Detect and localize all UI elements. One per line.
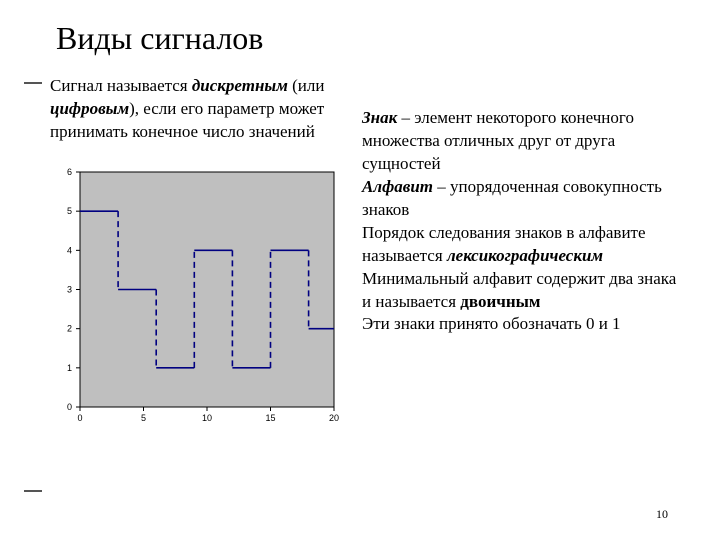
page-title: Виды сигналов xyxy=(56,20,680,57)
content-columns: Сигнал называется дискретным (или цифров… xyxy=(50,75,680,429)
svg-text:20: 20 xyxy=(329,413,339,423)
svg-text:1: 1 xyxy=(67,363,72,373)
term-digital: цифровым xyxy=(50,99,129,118)
text: – элемент некоторого конечного множества… xyxy=(362,108,634,173)
svg-text:5: 5 xyxy=(141,413,146,423)
right-column: Знак – элемент некоторого конечного множ… xyxy=(362,75,680,429)
right-paragraph: Знак – элемент некоторого конечного множ… xyxy=(362,107,680,336)
svg-text:0: 0 xyxy=(67,402,72,412)
svg-text:10: 10 xyxy=(202,413,212,423)
left-paragraph: Сигнал называется дискретным (или цифров… xyxy=(50,75,340,144)
term-alphabet: Алфавит xyxy=(362,177,433,196)
term-discrete: дискретным xyxy=(192,76,288,95)
text: (или xyxy=(288,76,325,95)
step-chart: 0 1 2 3 4 5 6 0 5 10 15 20 xyxy=(50,164,340,429)
svg-text:0: 0 xyxy=(77,413,82,423)
term-lexicographic: лексикографическим xyxy=(447,246,603,265)
svg-text:3: 3 xyxy=(67,284,72,294)
text: Эти знаки принято обозначать 0 и 1 xyxy=(362,314,621,333)
left-column: Сигнал называется дискретным (или цифров… xyxy=(50,75,340,429)
page-number: 10 xyxy=(656,507,668,522)
text: Сигнал называется xyxy=(50,76,192,95)
term-binary: двоичным xyxy=(460,292,540,311)
chart-svg: 0 1 2 3 4 5 6 0 5 10 15 20 xyxy=(50,164,340,429)
svg-text:6: 6 xyxy=(67,167,72,177)
svg-text:15: 15 xyxy=(265,413,275,423)
svg-text:5: 5 xyxy=(67,206,72,216)
slide: Виды сигналов Сигнал называется дискретн… xyxy=(0,0,720,540)
term-sign: Знак xyxy=(362,108,397,127)
svg-text:4: 4 xyxy=(67,245,72,255)
svg-text:2: 2 xyxy=(67,323,72,333)
